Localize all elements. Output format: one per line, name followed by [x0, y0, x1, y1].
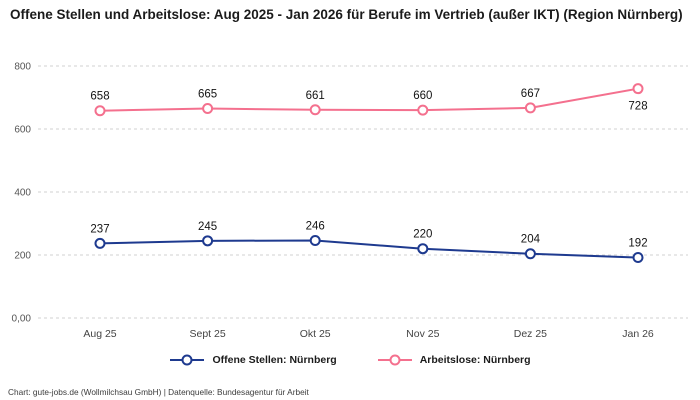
source-credit: Chart: gute-jobs.de (Wollmilchsau GmbH) …: [8, 387, 309, 397]
data-point-label: 204: [521, 234, 541, 246]
x-axis-tick-label: Nov 25: [406, 328, 439, 340]
line-chart-canvas: 0,00 200 400 600 800 Aug 25 Sept 25 Okt 25 Nov 2…: [12, 62, 688, 340]
legend-marker-icon: [170, 354, 205, 366]
data-point-label: 220: [413, 229, 432, 241]
y-axis-tick-label: 800: [14, 62, 31, 73]
chart-title: Offene Stellen und Arbeitslose: Aug 2025…: [10, 7, 683, 22]
y-axis-tick-label: 0,00: [12, 314, 32, 325]
series-line-offene-stellen-n-rnberg: [99, 239, 639, 259]
data-point-offene-stellen-n-rnberg: [632, 252, 644, 264]
legend-item: Offene Stellen: Nürnberg: [169, 354, 337, 366]
legend-marker-icon: [377, 354, 412, 366]
data-point-label: 658: [90, 91, 109, 103]
data-point-offene-stellen-n-rnberg: [202, 235, 214, 247]
data-point-arbeitslose-n-rnberg: [417, 104, 429, 116]
data-point-label: 667: [521, 88, 540, 100]
data-point-arbeitslose-n-rnberg: [94, 105, 106, 117]
data-point-label: 237: [90, 223, 109, 235]
data-point-label: 660: [413, 90, 432, 102]
legend-label: Arbeitslose: Nürnberg: [419, 354, 531, 366]
data-point-label: 728: [628, 101, 647, 113]
data-point-label: 192: [628, 238, 647, 250]
y-axis-tick-label: 200: [14, 251, 31, 262]
legend-label: Offene Stellen: Nürnberg: [212, 354, 337, 366]
y-axis-tick-label: 400: [14, 188, 31, 199]
data-point-offene-stellen-n-rnberg: [524, 248, 536, 260]
data-point-arbeitslose-n-rnberg: [524, 102, 536, 114]
x-axis-tick-label: Aug 25: [83, 328, 116, 340]
x-axis-tick-label: Jan 26: [622, 328, 654, 340]
data-point-arbeitslose-n-rnberg: [632, 83, 644, 95]
x-axis-tick-label: Okt 25: [300, 328, 331, 340]
x-axis-tick-label: Dez 25: [514, 328, 547, 340]
series-line-arbeitslose-n-rnberg: [99, 87, 639, 112]
chart-legend: Offene Stellen: Nürnberg Arbeitslose: Nür…: [0, 354, 700, 366]
data-point-offene-stellen-n-rnberg: [417, 243, 429, 255]
y-axis-tick-label: 600: [14, 125, 31, 136]
data-point-label: 245: [198, 221, 217, 233]
x-axis-tick-label: Sept 25: [189, 328, 225, 340]
data-point-offene-stellen-n-rnberg: [94, 237, 106, 249]
legend-item: Arbeitslose: Nürnberg: [377, 354, 531, 366]
data-point-label: 661: [306, 90, 325, 102]
data-point-arbeitslose-n-rnberg: [309, 104, 321, 116]
data-point-arbeitslose-n-rnberg: [202, 103, 214, 115]
data-point-label: 665: [198, 89, 217, 101]
data-point-label: 246: [306, 221, 325, 233]
data-point-offene-stellen-n-rnberg: [309, 235, 321, 247]
